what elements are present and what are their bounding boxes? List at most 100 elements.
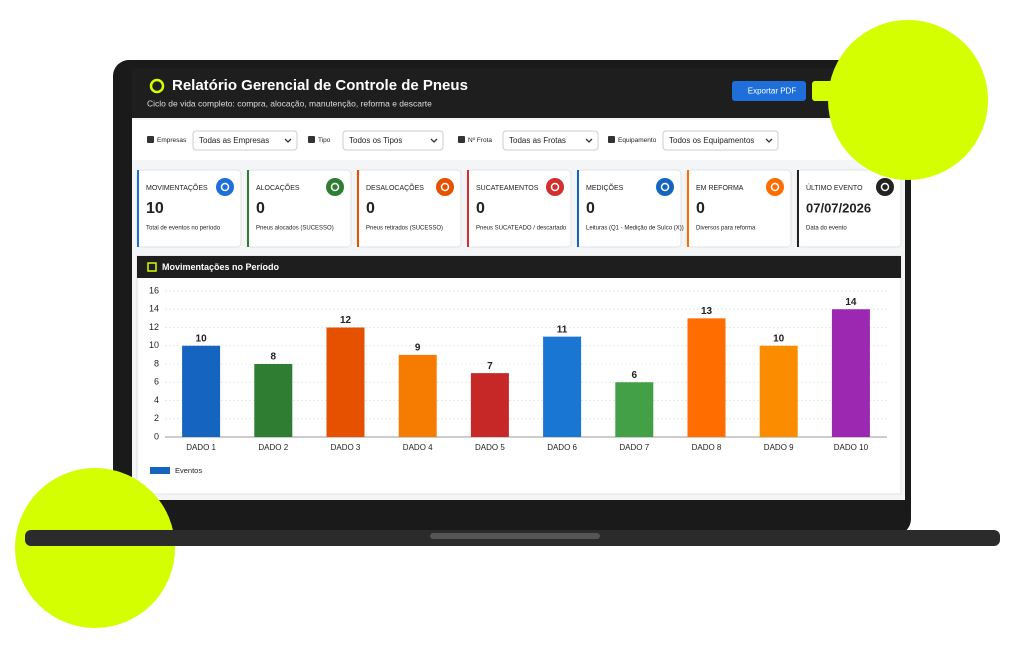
card-caption: Pneus SUCATEADO / descartado bbox=[476, 226, 567, 232]
legend-label: Eventos bbox=[175, 466, 202, 475]
card-caption: Total de eventos no período bbox=[146, 226, 221, 232]
decor-circle bbox=[828, 20, 988, 180]
card-caption: Leituras (Q1 - Medição de Sulco (X)) bbox=[586, 226, 684, 232]
card-caption: Pneus alocados (SUCESSO) bbox=[256, 226, 334, 232]
y-tick-label: 14 bbox=[149, 304, 159, 314]
data-label: 11 bbox=[557, 324, 568, 335]
card-icon bbox=[546, 178, 564, 196]
card-value: 0 bbox=[476, 200, 485, 217]
card-value: 0 bbox=[586, 200, 595, 217]
data-label: 12 bbox=[340, 315, 352, 326]
data-label: 10 bbox=[196, 333, 208, 344]
bar bbox=[182, 345, 221, 437]
page-subtitle: Ciclo de vida completo: compra, alocação… bbox=[147, 98, 432, 108]
filter-label: Tipo bbox=[318, 137, 331, 144]
chevron bbox=[284, 138, 292, 143]
card-accent bbox=[467, 170, 469, 247]
chart-header bbox=[137, 256, 901, 278]
filter-icon bbox=[147, 136, 154, 143]
card-accent bbox=[247, 170, 249, 247]
filter-select[interactable] bbox=[662, 130, 779, 151]
bar bbox=[326, 327, 365, 437]
chevron bbox=[765, 138, 773, 143]
filter-label: Nº Frota bbox=[468, 137, 492, 144]
card-icon-glyph bbox=[330, 182, 340, 192]
chart-icon bbox=[147, 262, 157, 272]
page-title: Relatório Gerencial de Controle de Pneus bbox=[172, 77, 468, 94]
filter-value: Todas as Empresas bbox=[199, 136, 269, 145]
card-icon-glyph bbox=[770, 182, 780, 192]
bar bbox=[831, 309, 870, 437]
chevron bbox=[430, 138, 438, 143]
card-title: MOVIMENTAÇÕES bbox=[146, 183, 208, 192]
x-tick-label: DADO 4 bbox=[403, 443, 433, 452]
card-icon bbox=[876, 178, 894, 196]
filter-icon bbox=[608, 136, 615, 143]
x-tick-label: DADO 10 bbox=[834, 443, 869, 452]
card-title: ÚLTIMO EVENTO bbox=[806, 183, 863, 192]
card-icon-glyph bbox=[550, 182, 560, 192]
card-value: 0 bbox=[366, 200, 375, 217]
chart-title: Movimentações no Período bbox=[162, 262, 280, 272]
laptop-notch bbox=[430, 533, 600, 539]
y-tick-label: 4 bbox=[154, 395, 159, 405]
x-tick-label: DADO 9 bbox=[764, 443, 794, 452]
card-icon-glyph bbox=[880, 182, 890, 192]
filter-label: Equipamento bbox=[618, 137, 657, 144]
card-title: MEDIÇÕES bbox=[586, 183, 624, 192]
card-icon bbox=[766, 178, 784, 196]
card-icon-glyph bbox=[440, 182, 450, 192]
x-tick-label: DADO 7 bbox=[619, 443, 649, 452]
data-label: 6 bbox=[632, 370, 638, 381]
card-accent bbox=[687, 170, 689, 247]
bar bbox=[543, 336, 582, 437]
card-icon bbox=[436, 178, 454, 196]
bar bbox=[470, 373, 509, 437]
filter-select[interactable] bbox=[502, 130, 599, 151]
filter-select[interactable] bbox=[192, 130, 298, 151]
card-icon-glyph bbox=[220, 182, 230, 192]
card-icon bbox=[656, 178, 674, 196]
card-value: 0 bbox=[256, 200, 265, 217]
y-tick-label: 12 bbox=[149, 322, 159, 332]
x-tick-label: DADO 6 bbox=[547, 443, 577, 452]
data-label: 9 bbox=[415, 343, 421, 354]
filter-value: Todos os Equipamentos bbox=[669, 136, 754, 145]
filter-select[interactable] bbox=[342, 130, 444, 151]
y-tick-label: 0 bbox=[154, 431, 159, 441]
y-tick-label: 2 bbox=[154, 413, 159, 423]
card-accent bbox=[577, 170, 579, 247]
decor-circle bbox=[15, 468, 175, 628]
data-label: 10 bbox=[773, 333, 785, 344]
y-tick-label: 10 bbox=[149, 340, 159, 350]
card-value: 10 bbox=[146, 200, 164, 217]
filter-value: Todas as Frotas bbox=[509, 136, 566, 145]
x-tick-label: DADO 5 bbox=[475, 443, 505, 452]
data-label: 8 bbox=[271, 352, 277, 363]
card-value: 0 bbox=[696, 200, 705, 217]
card-icon bbox=[326, 178, 344, 196]
card-accent bbox=[357, 170, 359, 247]
filter-value: Todos os Tipos bbox=[349, 136, 402, 145]
bar bbox=[615, 382, 654, 437]
filter-label: Empresas bbox=[157, 137, 187, 144]
export-label[interactable]: Exportar PDF bbox=[748, 87, 797, 96]
card-accent bbox=[797, 170, 799, 247]
card-title: ALOCAÇÕES bbox=[256, 183, 300, 192]
bar bbox=[254, 364, 293, 437]
export-button[interactable] bbox=[732, 81, 806, 101]
card-caption: Pneus retirados (SUCESSO) bbox=[366, 226, 443, 232]
x-tick-label: DADO 8 bbox=[692, 443, 722, 452]
card-caption: Data do evento bbox=[806, 226, 847, 232]
card-value: 07/07/2026 bbox=[806, 200, 871, 215]
bar bbox=[398, 354, 437, 437]
logo-icon bbox=[149, 78, 165, 94]
y-tick-label: 6 bbox=[154, 377, 159, 387]
card-title: DESALOCAÇÕES bbox=[366, 183, 424, 192]
card-icon bbox=[216, 178, 234, 196]
x-tick-label: DADO 1 bbox=[186, 443, 216, 452]
y-tick-label: 16 bbox=[149, 285, 159, 295]
data-label: 14 bbox=[845, 297, 857, 308]
